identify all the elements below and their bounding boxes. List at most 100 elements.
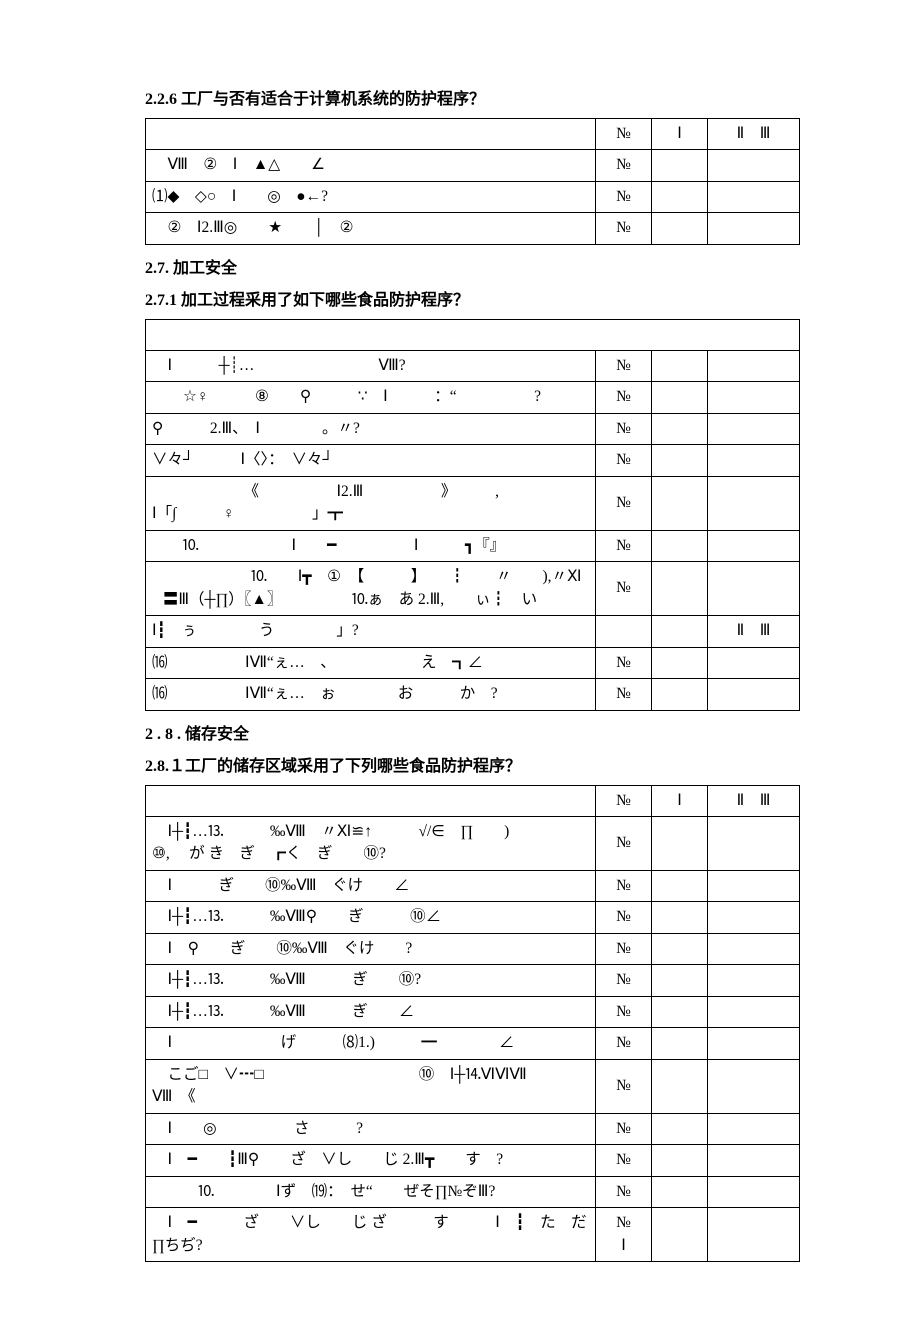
cell-blank	[652, 933, 708, 964]
cell-no: №	[595, 382, 651, 413]
cell-desc	[146, 319, 800, 350]
cell-blank	[651, 445, 707, 476]
cell-desc	[146, 785, 596, 816]
table-row: ⒑ Ⅰ┳ ① 【 】 ┇ 〃 ),〃Ⅺ 〓Ⅲ（┼∏）〖▲〗 ⒑ぁ あ 2.Ⅲ, …	[146, 562, 800, 616]
cell-no: №	[596, 1145, 652, 1176]
cell-no: №	[596, 1176, 652, 1207]
heading-2-8-1: 2.8.１工厂的储存区域采用了下列哪些食品防护程序？	[145, 755, 800, 779]
cell-blank	[708, 996, 800, 1027]
cell-no: №	[595, 476, 651, 530]
cell-no: №	[595, 350, 651, 381]
cell-line: ∏ちぢ?	[152, 1237, 203, 1254]
table-row: ⒃ ⅠⅦ“ぇ… ぉ お か ? №	[146, 679, 800, 710]
cell-no: №	[596, 213, 652, 244]
table-row: Ⅰ ◎ さ ? №	[146, 1113, 800, 1144]
cell-blank	[708, 181, 800, 212]
table-row: ② Ⅰ2.Ⅲ◎ ★ │ ② №	[146, 213, 800, 244]
table-row: ⚲ 2.Ⅲ、 Ⅰ 。〃? №	[146, 413, 800, 444]
cell-line: Ⅰ「∫ ♀ 」┳	[152, 505, 343, 522]
cell-blank	[708, 1208, 800, 1262]
table-row	[146, 319, 800, 350]
table-row: Ⅰ┼┇…⒔ ‰Ⅷ⚲ ぎ ⑩∠ №	[146, 902, 800, 933]
cell-blank	[708, 213, 800, 244]
cell-blank	[707, 647, 799, 678]
cell-blank	[707, 679, 799, 710]
cell-no: №	[596, 1028, 652, 1059]
cell-no: №	[596, 181, 652, 212]
cell-line: ⑩, が き ぎ ┏く ぎ ⑩?	[152, 845, 386, 862]
table-row: Ⅰ ⚲ ぎ ⑩‰Ⅷ ぐけ ? №	[146, 933, 800, 964]
cell-blank	[707, 350, 799, 381]
table-row: Ⅷ ② Ⅰ ▲△ ∠ №	[146, 150, 800, 181]
cell-blank	[652, 1176, 708, 1207]
cell-blank	[652, 213, 708, 244]
cell-desc: ⒃ ⅠⅦ“ぇ… ぉ お か ?	[146, 679, 596, 710]
table-row: Ⅰ┇ ぅ う 」? Ⅱ Ⅲ	[146, 616, 800, 647]
cell-desc: Ⅰ ⚲ ぎ ⑩‰Ⅷ ぐけ ?	[146, 933, 596, 964]
cell-blank	[652, 816, 708, 870]
cell-blank	[708, 1028, 800, 1059]
table-row: ⒑ Ⅰず ⒆： せ“ ぜそ∏№ぞⅢ? №	[146, 1176, 800, 1207]
cell-desc: Ⅰ┼┇…⒔ ‰Ⅷ ぎ ∠	[146, 996, 596, 1027]
cell-line: №	[616, 1214, 631, 1231]
cell-no: №	[596, 1059, 652, 1113]
cell-I: Ⅰ	[652, 785, 708, 816]
cell-desc: ☆♀ ⑧ ⚲ ∵ Ⅰ ：“ ?	[146, 382, 596, 413]
cell-blank	[652, 1145, 708, 1176]
cell-desc: 《 Ⅰ2.Ⅲ 》 , Ⅰ「∫ ♀ 」┳	[146, 476, 596, 530]
cell-blank	[652, 996, 708, 1027]
table-2-2-6: № Ⅰ Ⅱ Ⅲ Ⅷ ② Ⅰ ▲△ ∠ № ⑴◆ ◇○ Ⅰ ◎ ●←? № ② Ⅰ…	[145, 118, 800, 245]
table-row: Ⅰ┼┇…⒔ ‰Ⅷ ぎ ∠ №	[146, 996, 800, 1027]
cell-no: № Ⅰ	[596, 1208, 652, 1262]
cell-no: №	[596, 996, 652, 1027]
cell-no: №	[596, 816, 652, 870]
cell-blank	[707, 445, 799, 476]
cell-desc: Ⅷ ② Ⅰ ▲△ ∠	[146, 150, 596, 181]
table-row: Ⅰ┼┇…⒔ ‰Ⅷ ぎ ⑩? №	[146, 965, 800, 996]
cell-desc: Ⅰ┼┇…⒔ ‰Ⅷ ぎ ⑩?	[146, 965, 596, 996]
cell-blank	[651, 679, 707, 710]
cell-blank	[707, 562, 799, 616]
table-row: ⒑ Ⅰ ━ Ⅰ ┓『』 №	[146, 530, 800, 561]
cell-line: こご□ ∨┅□ ⑩ Ⅰ┼⒕ⅥⅥⅦ	[152, 1066, 527, 1083]
table-row: Ⅰ げ ⑻1.) ━ ∠ №	[146, 1028, 800, 1059]
cell-blank	[708, 902, 800, 933]
cell-blank	[707, 530, 799, 561]
table-row: ☆♀ ⑧ ⚲ ∵ Ⅰ ：“ ? №	[146, 382, 800, 413]
cell-no: №	[596, 119, 652, 150]
cell-blank	[651, 382, 707, 413]
cell-desc: ⒑ Ⅰず ⒆： せ“ ぜそ∏№ぞⅢ?	[146, 1176, 596, 1207]
table-row: 《 Ⅰ2.Ⅲ 》 , Ⅰ「∫ ♀ 」┳ №	[146, 476, 800, 530]
cell-blank	[707, 476, 799, 530]
cell-blank	[708, 1145, 800, 1176]
cell-blank	[651, 616, 707, 647]
cell-blank	[708, 1059, 800, 1113]
cell-blank	[652, 1028, 708, 1059]
cell-no: №	[596, 902, 652, 933]
heading-2-7-1: 2.7.1 加工过程采用了如下哪些食品防护程序？	[145, 289, 800, 313]
table-row: № Ⅰ Ⅱ Ⅲ	[146, 119, 800, 150]
cell-II-III: Ⅱ Ⅲ	[708, 119, 800, 150]
heading-2-2-6: 2.2.6 工厂与否有适合于计算机系统的防护程序？	[145, 88, 800, 112]
cell-blank	[652, 181, 708, 212]
table-row: ⑴◆ ◇○ Ⅰ ◎ ●←? №	[146, 181, 800, 212]
cell-line: Ⅰ ━ ざ ∨し じ ざ す Ⅰ ┇ た だ	[152, 1214, 587, 1231]
table-row: Ⅰ ぎ ⑩‰Ⅷ ぐけ ∠ №	[146, 870, 800, 901]
cell-II-III: Ⅱ Ⅲ	[707, 616, 799, 647]
cell-blank	[651, 530, 707, 561]
table-row: Ⅰ┼┇…⒔ ‰Ⅷ 〃Ⅺ≌↑ √/∈ ∏ ) ⑩, が き ぎ ┏く ぎ ⑩? №	[146, 816, 800, 870]
cell-line: ⒑ Ⅰ┳ ① 【 】 ┇ 〃 ),〃Ⅺ	[152, 566, 589, 588]
cell-no: №	[596, 965, 652, 996]
cell-desc: Ⅰ┼┇…⒔ ‰Ⅷ⚲ ぎ ⑩∠	[146, 902, 596, 933]
cell-line: 《 Ⅰ2.Ⅲ 》 ,	[152, 481, 589, 503]
table-row: ∨々┘ Ⅰ〈〉： ∨々┘ №	[146, 445, 800, 476]
cell-line: 〓Ⅲ（┼∏）〖▲〗 ⒑ぁ あ 2.Ⅲ, ぃ┇ い	[152, 589, 589, 611]
cell-blank	[708, 933, 800, 964]
cell-desc: Ⅰ ◎ さ ?	[146, 1113, 596, 1144]
cell-desc	[146, 119, 596, 150]
cell-I: Ⅰ	[652, 119, 708, 150]
cell-no: №	[595, 647, 651, 678]
table-row: ⒃ ⅠⅦ“ぇ… 、 え ┓∠ №	[146, 647, 800, 678]
cell-blank	[651, 562, 707, 616]
cell-blank	[708, 816, 800, 870]
